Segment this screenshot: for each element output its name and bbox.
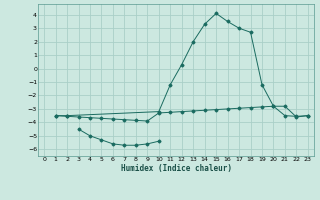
X-axis label: Humidex (Indice chaleur): Humidex (Indice chaleur) xyxy=(121,164,231,173)
